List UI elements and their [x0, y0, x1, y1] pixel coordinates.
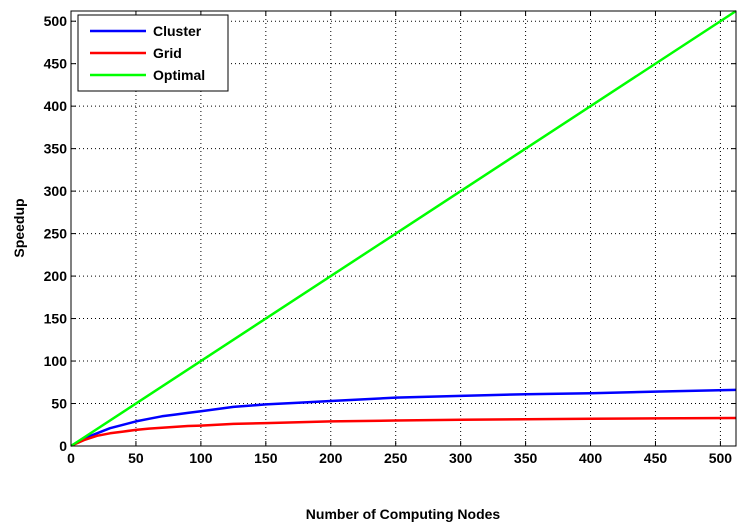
y-tick-label: 200 — [44, 268, 68, 284]
x-tick-label: 100 — [189, 450, 213, 466]
y-tick-label: 350 — [44, 141, 68, 157]
legend-label: Cluster — [153, 23, 202, 39]
x-tick-label: 150 — [254, 450, 278, 466]
series-line-cluster — [71, 388, 737, 447]
x-tick-label: 0 — [67, 450, 75, 466]
x-tick-label: 250 — [384, 450, 408, 466]
series-lines — [70, 9, 737, 448]
x-tick-label: 350 — [514, 450, 538, 466]
y-tick-label: 150 — [44, 311, 68, 327]
x-tick-label: 300 — [449, 450, 473, 466]
y-tick-label: 300 — [44, 183, 68, 199]
y-tick-label: 500 — [44, 13, 68, 29]
legend-label: Optimal — [153, 67, 205, 83]
plot-area-frame — [70, 10, 737, 447]
y-tick-label: 100 — [44, 353, 68, 369]
y-tick-label: 250 — [44, 226, 68, 242]
legend: Cluster Grid Optimal — [77, 14, 229, 92]
y-tick-label: 450 — [44, 56, 68, 72]
y-tick-label: 0 — [59, 438, 67, 454]
series-line-grid — [71, 416, 737, 447]
x-tick-label: 200 — [319, 450, 343, 466]
x-tick-label: 400 — [579, 450, 603, 466]
y-axis-title: Speedup — [11, 198, 27, 257]
y-tick-label: 50 — [51, 396, 67, 412]
x-tick-label: 450 — [644, 450, 668, 466]
axis-ticks: 0 50 100 150 200 250 300 350 400 450 500 0 50 100 150 2… — [44, 11, 736, 466]
series-line-optimal — [70, 9, 737, 448]
y-tick-label: 400 — [44, 98, 68, 114]
x-tick-label: 500 — [709, 450, 733, 466]
x-tick-label: 50 — [128, 450, 144, 466]
legend-label: Grid — [153, 45, 182, 61]
x-axis-title: Number of Computing Nodes — [306, 506, 501, 522]
